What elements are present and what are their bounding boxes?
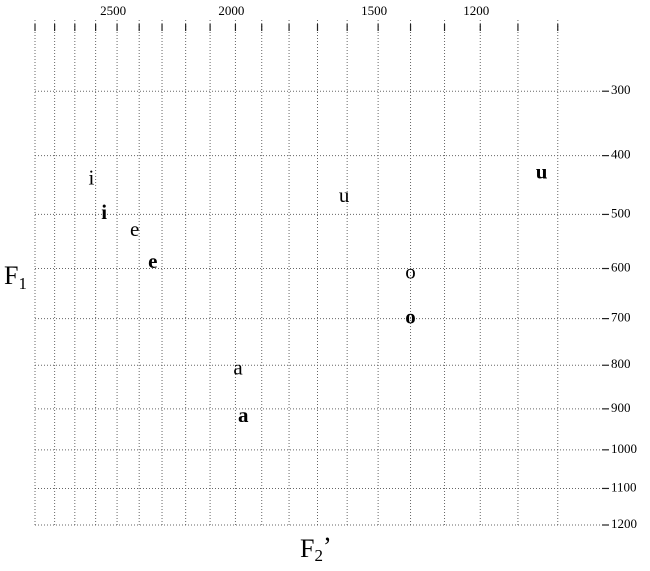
y-axis-label: F1 xyxy=(4,261,27,293)
x-axis-label: F2’ xyxy=(300,532,332,565)
y-tick-label: 900 xyxy=(611,400,631,415)
x-label-main: F xyxy=(300,534,314,563)
y-tick-label: 1000 xyxy=(611,441,637,456)
y-tick-label: 300 xyxy=(611,82,631,97)
y-tick-label: 1200 xyxy=(611,516,637,531)
y-tick-label: 700 xyxy=(611,310,631,325)
vowel-point: o xyxy=(405,304,416,328)
vowel-point: u xyxy=(536,160,548,184)
vowel-point: i xyxy=(88,166,94,190)
vowel-point: i xyxy=(101,200,107,224)
vowel-point: e xyxy=(148,249,157,273)
vowel-point: u xyxy=(339,183,350,207)
y-tick-label: 500 xyxy=(611,205,631,220)
y-tick-label: 600 xyxy=(611,260,631,275)
x-tick-label: 2500 xyxy=(100,3,126,18)
x-tick-label: 2000 xyxy=(218,3,244,18)
vowel-point: o xyxy=(405,260,416,284)
x-tick-label: 1500 xyxy=(361,3,387,18)
x-label-sub: 2 xyxy=(314,546,323,565)
y-tick-label: 1100 xyxy=(611,479,637,494)
y-label-sub: 1 xyxy=(18,274,27,293)
x-label-suffix: ’ xyxy=(323,532,332,561)
x-tick-label: 1200 xyxy=(463,3,489,18)
vowel-point: a xyxy=(238,403,249,427)
vowel-point: a xyxy=(233,356,243,380)
vowel-point: e xyxy=(130,217,139,241)
y-tick-label: 800 xyxy=(611,356,631,371)
y-tick-label: 400 xyxy=(611,147,631,162)
y-label-main: F xyxy=(4,261,18,290)
